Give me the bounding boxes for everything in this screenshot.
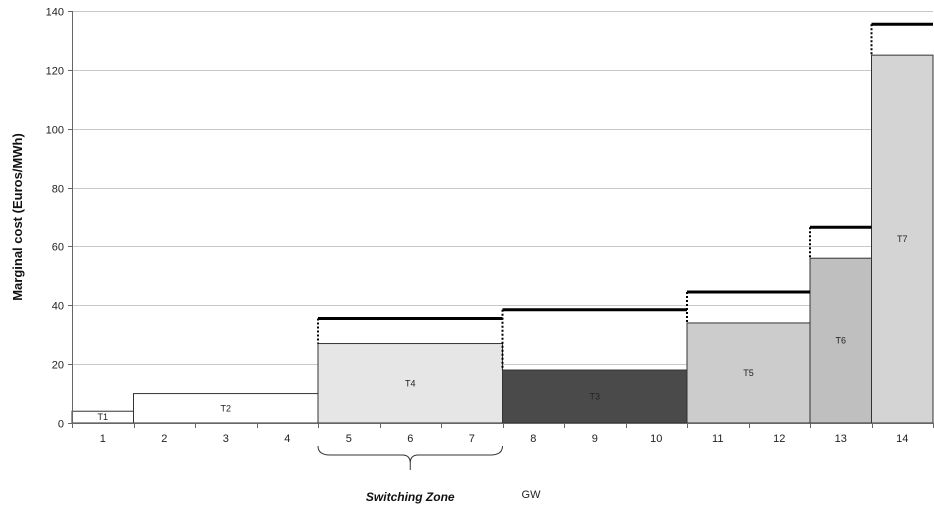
x-tick-label: 11	[712, 433, 723, 445]
y-tick-label: 40	[52, 301, 64, 313]
y-tick-label: 20	[52, 360, 64, 372]
x-tick-label: 10	[650, 433, 662, 445]
gridlines	[72, 11, 933, 365]
x-tick-label: 13	[835, 433, 847, 445]
x-tick-label: 14	[896, 433, 908, 445]
y-tick-label: 80	[52, 184, 64, 196]
block-t7	[871, 54, 934, 424]
y-tick-label: 120	[46, 66, 64, 78]
y-tick-label: 100	[46, 125, 64, 137]
x-tick-label: 5	[346, 433, 352, 445]
block-label-t6: T6	[835, 336, 846, 346]
x-axis-label: GW	[522, 489, 542, 501]
block-label-t4: T4	[405, 378, 416, 388]
block-label-t7: T7	[897, 234, 908, 244]
switching-zone-brace	[317, 445, 503, 464]
x-tick-label: 6	[407, 433, 413, 445]
block-t5	[686, 322, 811, 424]
x-tick-label: 1	[100, 433, 106, 445]
block-label-t5: T5	[743, 368, 754, 378]
x-tick-label: 12	[773, 433, 785, 445]
y-tick-label: 140	[46, 7, 64, 19]
block-label-t2: T2	[220, 403, 231, 413]
y-axis-label: Marginal cost (Euros/MWh)	[10, 133, 25, 301]
upper-levels	[317, 22, 933, 371]
x-tick-label: 8	[530, 433, 536, 445]
x-tick-label: 9	[592, 433, 598, 445]
x-tick-label: 7	[469, 433, 475, 445]
x-tick-label: 3	[223, 433, 229, 445]
x-tick-label: 2	[161, 433, 167, 445]
block-label-t1: T1	[97, 412, 108, 422]
switching-zone-label: Switching Zone	[366, 490, 455, 504]
block-t4	[317, 343, 503, 424]
block-t3	[502, 369, 688, 424]
x-tick-label: 4	[284, 433, 290, 445]
switching-zone-annotation: Switching Zone	[317, 445, 503, 504]
block-label-t3: T3	[589, 392, 600, 402]
y-tick-label: 60	[52, 242, 64, 254]
cost-blocks: T1 T2 T4 T3 T5 T6 T7	[71, 54, 934, 424]
block-t2	[133, 393, 319, 424]
y-tick-label: 0	[58, 419, 64, 431]
